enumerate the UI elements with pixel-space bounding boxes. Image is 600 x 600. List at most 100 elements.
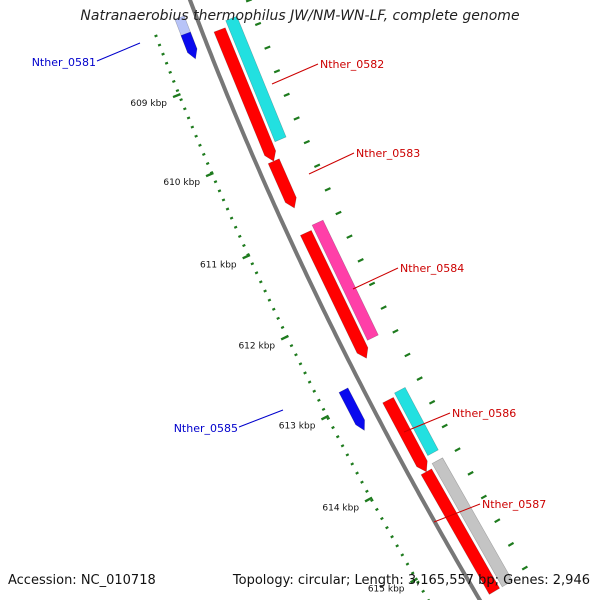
minor-tick xyxy=(370,498,374,503)
gene-feature[interactable] xyxy=(394,386,439,457)
major-tick xyxy=(320,414,330,421)
minor-tick xyxy=(416,580,420,584)
minor-tick xyxy=(400,553,405,557)
minor-tick xyxy=(360,480,364,484)
minor-tick xyxy=(335,435,340,439)
minor-tick xyxy=(390,535,394,539)
minor-tick xyxy=(410,571,415,575)
gene-feature[interactable] xyxy=(180,31,198,60)
leader-line xyxy=(308,152,355,175)
minor-tick xyxy=(331,425,335,430)
minor-tick xyxy=(171,79,176,84)
gene-feature[interactable] xyxy=(382,396,428,473)
outer-tick xyxy=(313,163,321,168)
outer-tick xyxy=(368,281,376,287)
minor-tick xyxy=(233,225,238,229)
leader-line xyxy=(352,267,399,290)
outer-tick xyxy=(324,187,331,192)
tick-label: 610 kbp xyxy=(163,178,200,188)
leader-line xyxy=(271,63,319,85)
outer-tick xyxy=(264,45,271,50)
minor-tick xyxy=(229,216,234,220)
genome-summary-text: Topology: circular; Length: 3,165,557 bp… xyxy=(232,573,590,588)
tick-label: 614 kbp xyxy=(322,503,359,513)
outer-tick xyxy=(416,376,423,381)
gene-label[interactable]: Nther_0587 xyxy=(482,498,546,511)
minor-tick xyxy=(421,589,426,594)
outer-tick xyxy=(441,423,448,429)
tick-label: 612 kbp xyxy=(238,341,275,351)
major-tick xyxy=(205,171,214,178)
gene-feature[interactable] xyxy=(225,15,287,143)
gene-label[interactable]: Nther_0581 xyxy=(32,56,96,69)
outer-tick xyxy=(293,116,300,121)
minor-tick xyxy=(190,125,195,129)
minor-tick xyxy=(307,380,312,384)
minor-tick xyxy=(154,34,158,38)
outer-tick xyxy=(428,399,436,405)
major-ticks: 609 kbp 610 kbp 611 kbp 612 kbp 613 kbp 614 k… xyxy=(130,92,419,594)
gene-features xyxy=(174,15,513,595)
minor-tick xyxy=(298,362,303,366)
label-leader-lines xyxy=(96,42,481,523)
minor-tick xyxy=(312,389,317,393)
minor-tick xyxy=(221,198,226,202)
minor-tick xyxy=(254,271,259,275)
minor-tick xyxy=(237,234,242,238)
minor-tick xyxy=(321,407,326,412)
minor-tick xyxy=(380,516,384,521)
outer-tick xyxy=(283,92,290,98)
minor-tick xyxy=(164,61,169,65)
minor-tick xyxy=(280,325,285,330)
outer-tick xyxy=(273,69,281,74)
minor-ticks xyxy=(154,0,528,600)
gene-feature[interactable] xyxy=(267,158,297,209)
gene-feature[interactable] xyxy=(420,468,501,595)
minor-tick xyxy=(395,544,400,548)
minor-tick xyxy=(217,189,222,193)
minor-tick xyxy=(345,453,350,457)
minor-tick xyxy=(183,107,187,111)
accession-text: Accession: NC_010718 xyxy=(8,573,156,588)
minor-tick xyxy=(317,398,321,402)
minor-tick xyxy=(225,207,230,211)
major-tick xyxy=(172,92,181,99)
gene-label[interactable]: Nther_0584 xyxy=(400,262,464,275)
gene-label[interactable]: Nther_0585 xyxy=(174,422,238,435)
minor-tick xyxy=(201,152,206,156)
minor-tick xyxy=(194,134,198,138)
minor-tick xyxy=(186,116,191,120)
minor-tick xyxy=(294,353,298,357)
gene-feature[interactable] xyxy=(213,27,277,162)
minor-tick xyxy=(175,89,180,93)
tick-label: 609 kbp xyxy=(130,99,167,109)
gene-label[interactable]: Nther_0586 xyxy=(452,407,516,420)
tick-label: 615 kbp xyxy=(368,584,405,594)
major-tick xyxy=(409,577,419,584)
gene-feature[interactable] xyxy=(338,387,365,431)
minor-tick xyxy=(350,462,355,466)
minor-tick xyxy=(179,98,183,102)
minor-tick xyxy=(271,307,276,311)
gene-feature[interactable] xyxy=(311,219,379,341)
gene-label[interactable]: Nther_0583 xyxy=(356,147,420,160)
major-tick xyxy=(280,334,289,341)
outer-tick xyxy=(454,447,461,453)
minor-tick xyxy=(267,298,272,302)
outer-tick xyxy=(380,305,387,310)
minor-tick xyxy=(355,471,359,475)
genome-backbone xyxy=(187,0,483,600)
major-tick xyxy=(242,253,251,260)
gene-feature[interactable] xyxy=(431,457,513,588)
outer-tick xyxy=(521,565,528,571)
minor-tick xyxy=(250,262,255,266)
minor-tick xyxy=(340,444,345,448)
outer-tick xyxy=(254,21,262,27)
leader-line xyxy=(433,503,481,523)
outer-tick xyxy=(346,234,353,239)
gene-label[interactable]: Nther_0582 xyxy=(320,58,384,71)
minor-tick xyxy=(276,316,280,320)
gene-feature[interactable] xyxy=(299,230,369,359)
major-tick xyxy=(364,496,373,503)
